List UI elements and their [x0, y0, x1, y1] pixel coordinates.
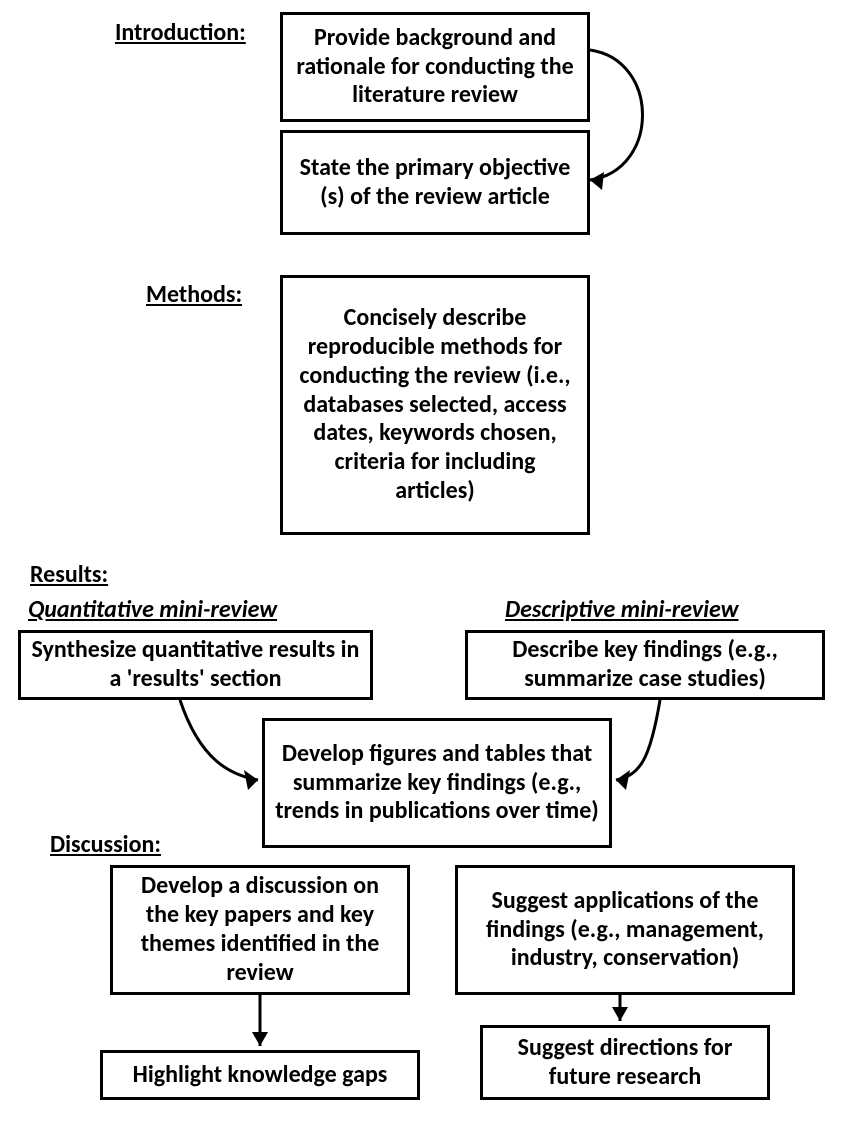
box-discussion-future: Suggest directions for future research	[480, 1025, 770, 1100]
box-results-figures: Develop figures and tables that summariz…	[262, 718, 612, 848]
arrowhead-resd-to-fig	[616, 770, 630, 790]
box-discussion-gaps: Highlight knowledge gaps	[100, 1050, 420, 1100]
arrow-resq-to-fig	[180, 700, 258, 780]
box-results-quantitative: Synthesize quantitative results in a 're…	[18, 630, 373, 700]
section-label-discussion: Discussion:	[50, 830, 161, 859]
box-methods: Concisely describe reproducible methods …	[280, 275, 590, 535]
section-label-results: Results:	[30, 560, 108, 589]
arrow-resd-to-fig	[616, 700, 660, 780]
box-intro-background: Provide background and rationale for con…	[280, 12, 590, 122]
subsection-label-descriptive: Descriptive mini-review	[505, 595, 738, 624]
box-results-descriptive: Describe key findings (e.g., summarize c…	[465, 630, 825, 700]
flowchart-canvas: Introduction: Methods: Results: Discussi…	[0, 0, 850, 1127]
section-label-methods: Methods:	[146, 280, 242, 309]
box-intro-objective: State the primary objective (s) of the r…	[280, 130, 590, 235]
box-discussion-develop: Develop a discussion on the key papers a…	[110, 865, 410, 995]
arrowhead-discapp-to-future	[612, 1007, 628, 1021]
subsection-label-quantitative: Quantitative mini-review	[28, 595, 277, 624]
arrowhead-intro-loop	[590, 172, 604, 190]
arrowhead-resq-to-fig	[244, 770, 258, 790]
section-label-introduction: Introduction:	[115, 18, 246, 47]
box-discussion-applications: Suggest applications of the findings (e.…	[455, 865, 795, 995]
arrow-intro-loop	[590, 50, 643, 180]
arrowhead-discdev-to-gaps	[252, 1032, 268, 1046]
